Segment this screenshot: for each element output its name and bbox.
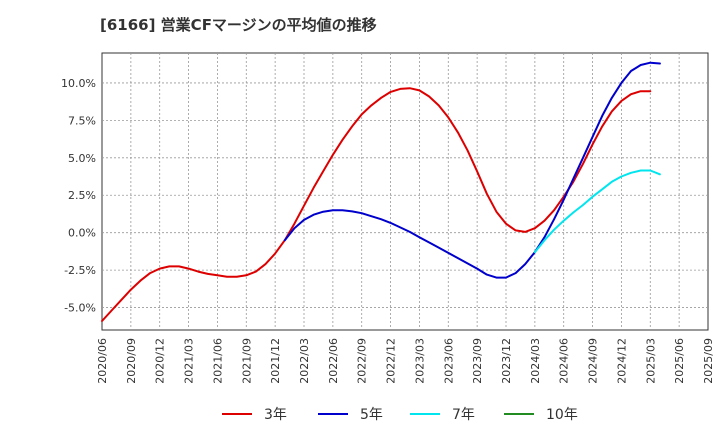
legend-label-1: 3年 (264, 407, 287, 423)
y-tick-label: 0.0% (68, 227, 96, 240)
series-layer (101, 61, 661, 322)
x-tick-label: 2020/06 (96, 338, 109, 384)
x-tick-label: 2021/06 (211, 338, 224, 384)
x-tick-label: 2024/12 (615, 338, 628, 384)
legend-label-4: 10年 (546, 407, 578, 423)
x-tick-label: 2020/12 (154, 338, 167, 384)
chart-title: [6166] 営業CFマージンの平均値の推移 (100, 16, 377, 34)
legend-label-2: 5年 (360, 407, 383, 423)
x-tick-label: 2023/12 (500, 338, 513, 384)
x-tick-label: 2021/12 (269, 338, 282, 384)
x-tick-label: 2023/09 (471, 338, 484, 384)
x-tick-label: 2021/09 (240, 338, 253, 384)
y-tick-label: 7.5% (68, 114, 96, 127)
y-axis: 10.0% 7.5% 5.0% 2.5% 0.0% -2.5% -5.0% (61, 77, 96, 315)
x-tick-label: 2025/09 (702, 338, 715, 384)
x-tick-label: 2022/03 (298, 338, 311, 384)
x-tick-label: 2021/03 (183, 338, 196, 384)
series-line-2 (283, 61, 661, 279)
y-tick-label: 2.5% (68, 189, 96, 202)
x-tick-label: 2022/12 (385, 338, 398, 384)
y-tick-label: -5.0% (64, 302, 96, 315)
x-tick-label: 2024/06 (558, 338, 571, 384)
plot-area (101, 52, 709, 331)
legend: 3年 5年 7年 10年 (222, 407, 578, 423)
x-tick-label: 2022/06 (327, 338, 340, 384)
x-tick-label: 2020/09 (125, 338, 138, 384)
x-tick-label: 2024/09 (587, 338, 600, 384)
x-tick-label: 2022/09 (356, 338, 369, 384)
y-tick-label: 5.0% (68, 152, 96, 165)
x-tick-label: 2025/03 (644, 338, 657, 384)
series-line-1 (101, 87, 652, 322)
x-axis: 2020/06 2020/09 2020/12 2021/03 2021/06 2021/… (96, 338, 715, 384)
y-tick-label: -2.5% (64, 264, 96, 277)
x-tick-label: 2025/06 (673, 338, 686, 384)
legend-label-3: 7年 (452, 407, 475, 423)
x-tick-label: 2024/03 (529, 338, 542, 384)
x-tick-label: 2023/03 (413, 338, 426, 384)
grid-layer (102, 53, 708, 330)
y-tick-label: 10.0% (61, 77, 96, 90)
series-line-3 (533, 169, 661, 254)
x-tick-label: 2023/06 (442, 338, 455, 384)
